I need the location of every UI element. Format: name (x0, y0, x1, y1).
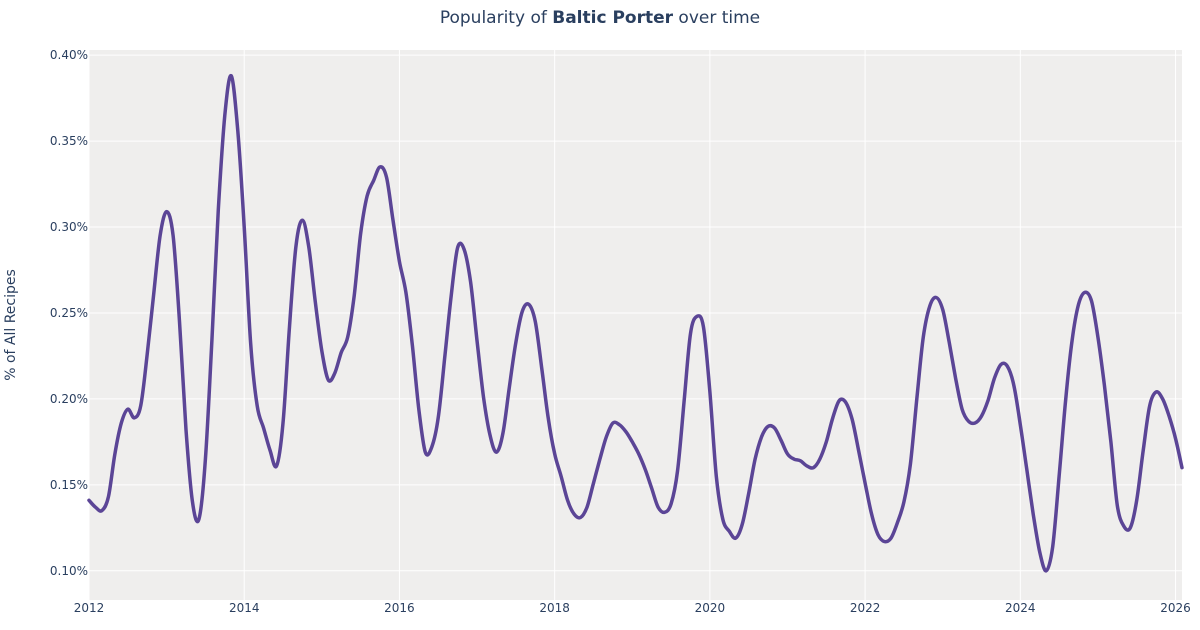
y-tick-labels: 0.10% 0.15% 0.20% 0.25% 0.30% 0.35% 0.40% (50, 48, 88, 578)
x-tick-label: 2020 (695, 601, 726, 615)
y-tick-label: 0.15% (50, 478, 88, 492)
y-gridlines (89, 54, 1182, 572)
x-tick-labels: 2012 2014 2016 2018 2020 2022 2024 2026 (74, 601, 1191, 615)
x-gridlines (88, 50, 1177, 600)
x-tick-label: 2022 (850, 601, 881, 615)
x-tick-label: 2016 (384, 601, 415, 615)
title-suffix: over time (673, 8, 761, 28)
x-tick-label: 2012 (74, 601, 105, 615)
series-line (87, 74, 1184, 573)
chart-title: Popularity of Baltic Porter over time (0, 8, 1200, 28)
series-layer (87, 74, 1184, 573)
x-tick-label: 2018 (539, 601, 570, 615)
x-tick-label: 2014 (229, 601, 260, 615)
y-tick-label: 0.35% (50, 134, 88, 148)
x-tick-label: 2024 (1005, 601, 1036, 615)
y-tick-label: 0.20% (50, 392, 88, 406)
y-tick-label: 0.10% (50, 564, 88, 578)
title-bold: Baltic Porter (552, 8, 674, 28)
y-tick-label: 0.25% (50, 306, 88, 320)
plot-area (89, 50, 1182, 600)
title-prefix: Popularity of (439, 8, 553, 28)
y-tick-label: 0.40% (50, 48, 88, 62)
y-tick-label: 0.30% (50, 220, 88, 234)
x-tick-label: 2026 (1160, 601, 1191, 615)
